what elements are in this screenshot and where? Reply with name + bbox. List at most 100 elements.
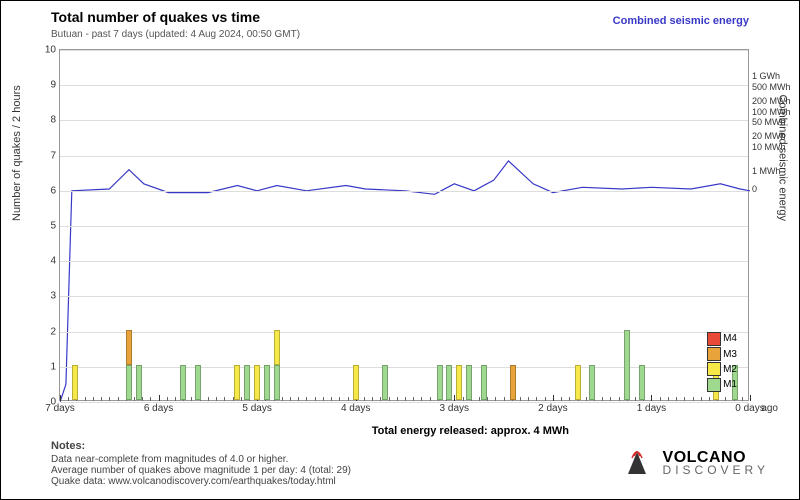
mag-legend-row: M1 (707, 377, 737, 392)
quake-bar-m2 (456, 365, 462, 400)
y-tick-right: 500 MWh (752, 82, 800, 92)
x-tick-minor (397, 397, 398, 401)
y-tick-left: 5 (32, 221, 56, 232)
quake-bar-m1 (274, 365, 280, 400)
chart-container: Total number of quakes vs time Butuan - … (0, 0, 800, 500)
y-tick-right: 50 MWh (752, 117, 800, 127)
x-tick-minor (85, 397, 86, 401)
x-tick-minor (331, 397, 332, 401)
quake-bar-m1 (466, 365, 472, 400)
gridline (60, 261, 748, 262)
y-tick-left: 2 (32, 326, 56, 337)
x-tick-minor (660, 397, 661, 401)
x-tick-minor (701, 397, 702, 401)
quake-bar-m2 (575, 365, 581, 400)
x-tick-minor (68, 397, 69, 401)
x-tick-minor (421, 397, 422, 401)
quake-bar-m2 (254, 365, 260, 400)
quake-bar-m2 (234, 365, 240, 400)
x-tick-minor (668, 397, 669, 401)
mag-legend-label: M3 (723, 349, 737, 360)
x-tick-minor (175, 397, 176, 401)
x-tick-label: 0 days (735, 403, 764, 414)
plot-area: ago 01234567891001 MWh10 MWh20 MWh50 MWh… (59, 49, 749, 401)
y-tick-right: 100 MWh (752, 107, 800, 117)
x-tick-minor (241, 397, 242, 401)
quake-bar-m1 (264, 365, 270, 400)
x-tick-minor (389, 397, 390, 401)
x-tick-minor (109, 397, 110, 401)
y-tick-left: 9 (32, 80, 56, 91)
x-tick-label: 2 days (538, 403, 567, 414)
x-tick-label: 6 days (144, 403, 173, 414)
y-tick-left: 7 (32, 150, 56, 161)
gridline (60, 226, 748, 227)
y-tick-right: 1 MWh (752, 166, 800, 176)
x-tick-minor (323, 397, 324, 401)
quake-bar-m1 (624, 330, 630, 400)
x-tick-minor (684, 397, 685, 401)
x-tick-minor (216, 397, 217, 401)
y-tick-left: 10 (32, 45, 56, 56)
x-tick-major (159, 395, 160, 401)
notes-line-2: Average number of quakes above magnitude… (51, 465, 351, 476)
x-tick-major (553, 395, 554, 401)
total-energy-label: Total energy released: approx. 4 MWh (372, 425, 569, 437)
x-tick-minor (602, 397, 603, 401)
x-tick-minor (430, 397, 431, 401)
x-tick-minor (405, 397, 406, 401)
mag-legend-swatch (707, 332, 721, 346)
left-y-axis-title: Number of quakes / 2 hours (11, 85, 23, 221)
x-tick-minor (635, 397, 636, 401)
mag-legend-label: M1 (723, 379, 737, 390)
x-tick-minor (224, 397, 225, 401)
x-tick-minor (150, 397, 151, 401)
chart-title: Total number of quakes vs time (51, 9, 260, 25)
gridline (60, 191, 748, 192)
gridline (60, 120, 748, 121)
y-tick-right: 200 MWh (752, 96, 800, 106)
x-tick-minor (528, 397, 529, 401)
x-tick-minor (372, 397, 373, 401)
gridline (60, 156, 748, 157)
y-tick-right: 1 GWh (752, 71, 800, 81)
mag-legend-row: M4 (707, 331, 737, 346)
x-tick-minor (479, 397, 480, 401)
x-tick-minor (742, 397, 743, 401)
x-tick-minor (118, 397, 119, 401)
quake-bar-m1 (244, 365, 250, 400)
x-tick-major (60, 395, 61, 401)
mag-legend-swatch (707, 362, 721, 376)
quake-bar-m2 (353, 365, 359, 400)
x-tick-major (651, 395, 652, 401)
x-tick-minor (545, 397, 546, 401)
mag-legend-label: M2 (723, 364, 737, 375)
quake-bar-m1 (180, 365, 186, 400)
x-tick-minor (693, 397, 694, 401)
x-tick-minor (520, 397, 521, 401)
x-tick-minor (676, 397, 677, 401)
x-tick-minor (142, 397, 143, 401)
quake-bar-m1 (195, 365, 201, 400)
quake-bar-m1 (589, 365, 595, 400)
quake-bar-m2 (72, 365, 78, 400)
gridline (60, 296, 748, 297)
notes-block: Notes: Data near-complete from magnitude… (51, 440, 351, 487)
y-tick-right: 20 MWh (752, 131, 800, 141)
x-tick-minor (93, 397, 94, 401)
mag-legend-swatch (707, 347, 721, 361)
x-tick-minor (315, 397, 316, 401)
quake-bar-m2 (274, 330, 280, 365)
quake-bar-m1 (481, 365, 487, 400)
x-tick-minor (504, 397, 505, 401)
quake-bar-m1 (136, 365, 142, 400)
notes-line-1: Data near-complete from magnitudes of 4.… (51, 454, 351, 465)
y-tick-right: 0 (752, 184, 800, 194)
magnitude-legend: M4 M3 M2 M1 (707, 331, 737, 392)
x-tick-label: 3 days (440, 403, 469, 414)
x-tick-minor (282, 397, 283, 401)
notes-title: Notes: (51, 440, 351, 452)
x-tick-minor (134, 397, 135, 401)
x-tick-minor (306, 397, 307, 401)
x-tick-minor (725, 397, 726, 401)
